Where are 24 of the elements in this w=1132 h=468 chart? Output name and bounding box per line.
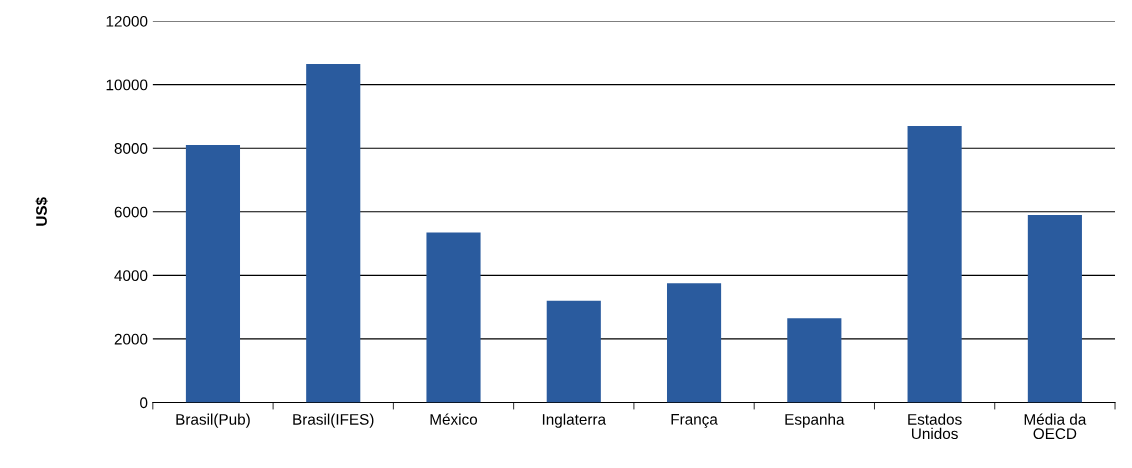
bar (667, 283, 722, 403)
x-tick-label: Brasil(Pub) (176, 413, 250, 428)
y-tick-label: 12000 (106, 15, 148, 27)
bar (426, 232, 481, 403)
x-tick-label: Inglaterra (542, 413, 607, 428)
y-tick-label: 10000 (106, 79, 148, 91)
x-tick-label: Espanha (785, 413, 845, 428)
x-tick-label: México (430, 413, 478, 425)
bar (185, 145, 241, 403)
bar (907, 125, 962, 403)
x-tick-label: França (671, 414, 718, 428)
y-tick-label: 4000 (114, 270, 148, 282)
bar (306, 63, 361, 403)
y-axis-title: US$ (35, 197, 48, 226)
y-tick-label: 2000 (114, 333, 148, 345)
bar (546, 300, 601, 403)
x-tick-label: Brasil(IFES) (293, 413, 374, 428)
bar (787, 318, 842, 403)
bar (1027, 214, 1082, 403)
y-tick-label: 6000 (114, 206, 148, 218)
y-tick-label: 8000 (114, 143, 148, 154)
x-tick-label: Estados Unidos (908, 413, 962, 440)
x-tick-label: Média da OECD (1024, 413, 1087, 440)
y-tick-label: 0 (140, 397, 148, 409)
